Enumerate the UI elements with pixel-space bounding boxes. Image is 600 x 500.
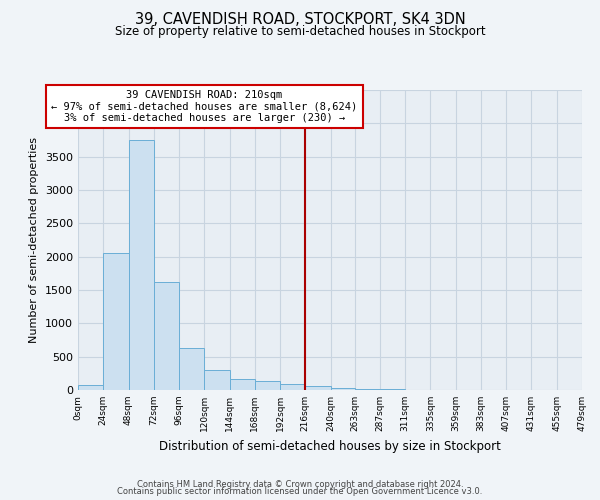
Text: 39, CAVENDISH ROAD, STOCKPORT, SK4 3DN: 39, CAVENDISH ROAD, STOCKPORT, SK4 3DN bbox=[134, 12, 466, 28]
X-axis label: Distribution of semi-detached houses by size in Stockport: Distribution of semi-detached houses by … bbox=[159, 440, 501, 452]
Bar bbox=[78, 384, 103, 390]
Bar bbox=[255, 380, 280, 390]
Bar bbox=[128, 140, 154, 390]
Y-axis label: Number of semi-detached properties: Number of semi-detached properties bbox=[29, 137, 40, 343]
Bar bbox=[305, 386, 331, 390]
Bar bbox=[154, 282, 179, 390]
Text: 39 CAVENDISH ROAD: 210sqm
← 97% of semi-detached houses are smaller (8,624)
3% o: 39 CAVENDISH ROAD: 210sqm ← 97% of semi-… bbox=[51, 90, 358, 123]
Bar bbox=[179, 348, 204, 390]
Text: Contains HM Land Registry data © Crown copyright and database right 2024.: Contains HM Land Registry data © Crown c… bbox=[137, 480, 463, 489]
Bar bbox=[355, 389, 380, 390]
Bar bbox=[204, 370, 230, 390]
Bar bbox=[280, 384, 305, 390]
Bar bbox=[230, 379, 255, 390]
Bar bbox=[103, 252, 128, 390]
Text: Size of property relative to semi-detached houses in Stockport: Size of property relative to semi-detach… bbox=[115, 25, 485, 38]
Text: Contains public sector information licensed under the Open Government Licence v3: Contains public sector information licen… bbox=[118, 487, 482, 496]
Bar bbox=[331, 388, 355, 390]
